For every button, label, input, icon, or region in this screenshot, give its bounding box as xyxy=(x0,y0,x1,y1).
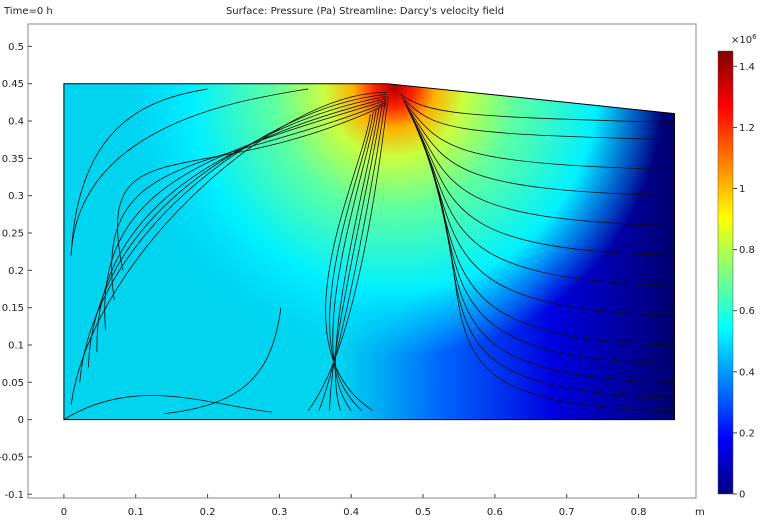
streamline xyxy=(70,88,309,256)
x-tick-label: 0.2 xyxy=(200,507,216,518)
streamline xyxy=(96,98,387,353)
streamline xyxy=(400,94,675,123)
streamline xyxy=(70,88,208,256)
streamline xyxy=(318,99,386,411)
y-tick-label: 0.5 xyxy=(8,42,24,53)
colorbar: ×106 0 0.2 0.4 0.6 0.8 1 1.2 1.4 xyxy=(717,33,757,501)
streamline xyxy=(416,127,675,398)
streamline xyxy=(329,102,383,411)
y-tick-label: 0.15 xyxy=(2,303,24,314)
colorbar-ticks: 0 0.2 0.4 0.6 0.8 1 1.2 1.4 xyxy=(733,62,755,501)
y-tick-label: 0.25 xyxy=(2,229,24,240)
y-axis: -0.1 -0.05 0 0.05 0.1 0.15 0.2 0.25 0.3 0.35 0.4 0.… xyxy=(0,42,32,501)
y-tick-label: 0.4 xyxy=(8,117,24,128)
time-label: Time=0 h xyxy=(3,6,53,17)
colorbar-tick-label: 0 xyxy=(739,490,745,501)
streamline xyxy=(111,102,387,301)
colorbar-tick-label: 0.8 xyxy=(739,245,755,256)
y-tick-label: -0.05 xyxy=(0,452,24,463)
x-tick-label: 0.3 xyxy=(271,507,287,518)
colorbar-tick-label: 0.4 xyxy=(739,367,755,378)
plot-frame xyxy=(27,23,697,499)
y-tick-label: 0.45 xyxy=(2,79,24,90)
streamline xyxy=(404,103,675,197)
colorbar-tick-label: 1.4 xyxy=(739,62,755,73)
streamline xyxy=(164,307,282,415)
streamline xyxy=(332,108,377,411)
streamline xyxy=(414,124,675,383)
colorbar-multiplier-exponent: 6 xyxy=(752,33,757,41)
streamline xyxy=(407,109,675,256)
colorbar-tick-label: 1.2 xyxy=(739,123,755,134)
streamline xyxy=(104,100,387,331)
streamline xyxy=(405,106,675,226)
streamline xyxy=(403,100,675,170)
streamlines xyxy=(63,88,675,420)
streamline xyxy=(401,97,675,141)
streamline xyxy=(117,104,387,271)
y-tick-label: 0.05 xyxy=(2,378,24,389)
colorbar-tick-label: 1 xyxy=(739,184,745,195)
streamline xyxy=(325,114,373,411)
streamline xyxy=(307,96,389,411)
y-tick-label: 0.35 xyxy=(2,154,24,165)
x-tick-label: 0.8 xyxy=(631,507,647,518)
x-axis: 0 0.1 0.2 0.3 0.4 0.5 0.6 0.7 0.8 xyxy=(61,494,647,518)
x-tick-label: 0.5 xyxy=(415,507,431,518)
chart-title: Surface: Pressure (Pa) Streamline: Darcy… xyxy=(226,6,504,17)
x-tick-label: 0.7 xyxy=(559,507,575,518)
x-tick-label: 0 xyxy=(61,507,67,518)
streamline xyxy=(87,96,387,368)
streamline xyxy=(417,130,675,412)
x-tick-label: 0.4 xyxy=(343,507,359,518)
streamline xyxy=(334,105,380,411)
streamline xyxy=(329,111,374,411)
colorbar-multiplier: ×106 xyxy=(731,33,757,46)
streamline xyxy=(63,395,273,420)
colorbar-multiplier-base: ×10 xyxy=(731,35,752,46)
y-tick-label: 0 xyxy=(18,415,24,426)
y-tick-label: -0.1 xyxy=(4,490,24,501)
colorbar-tick-label: 0.2 xyxy=(739,428,755,439)
colorbar-scale xyxy=(717,50,734,495)
pressure-field xyxy=(63,83,675,420)
y-tick-label: 0.1 xyxy=(8,340,24,351)
streamline xyxy=(70,92,387,405)
streamline xyxy=(79,94,387,383)
domain-outline xyxy=(63,83,675,421)
y-tick-label: 0.3 xyxy=(8,191,24,202)
x-unit-label: m xyxy=(695,507,705,518)
colorbar-tick-label: 0.6 xyxy=(739,306,755,317)
pressure-high-region xyxy=(63,83,675,420)
x-tick-label: 0.6 xyxy=(487,507,503,518)
x-tick-label: 0.1 xyxy=(128,507,144,518)
y-tick-label: 0.2 xyxy=(8,266,24,277)
